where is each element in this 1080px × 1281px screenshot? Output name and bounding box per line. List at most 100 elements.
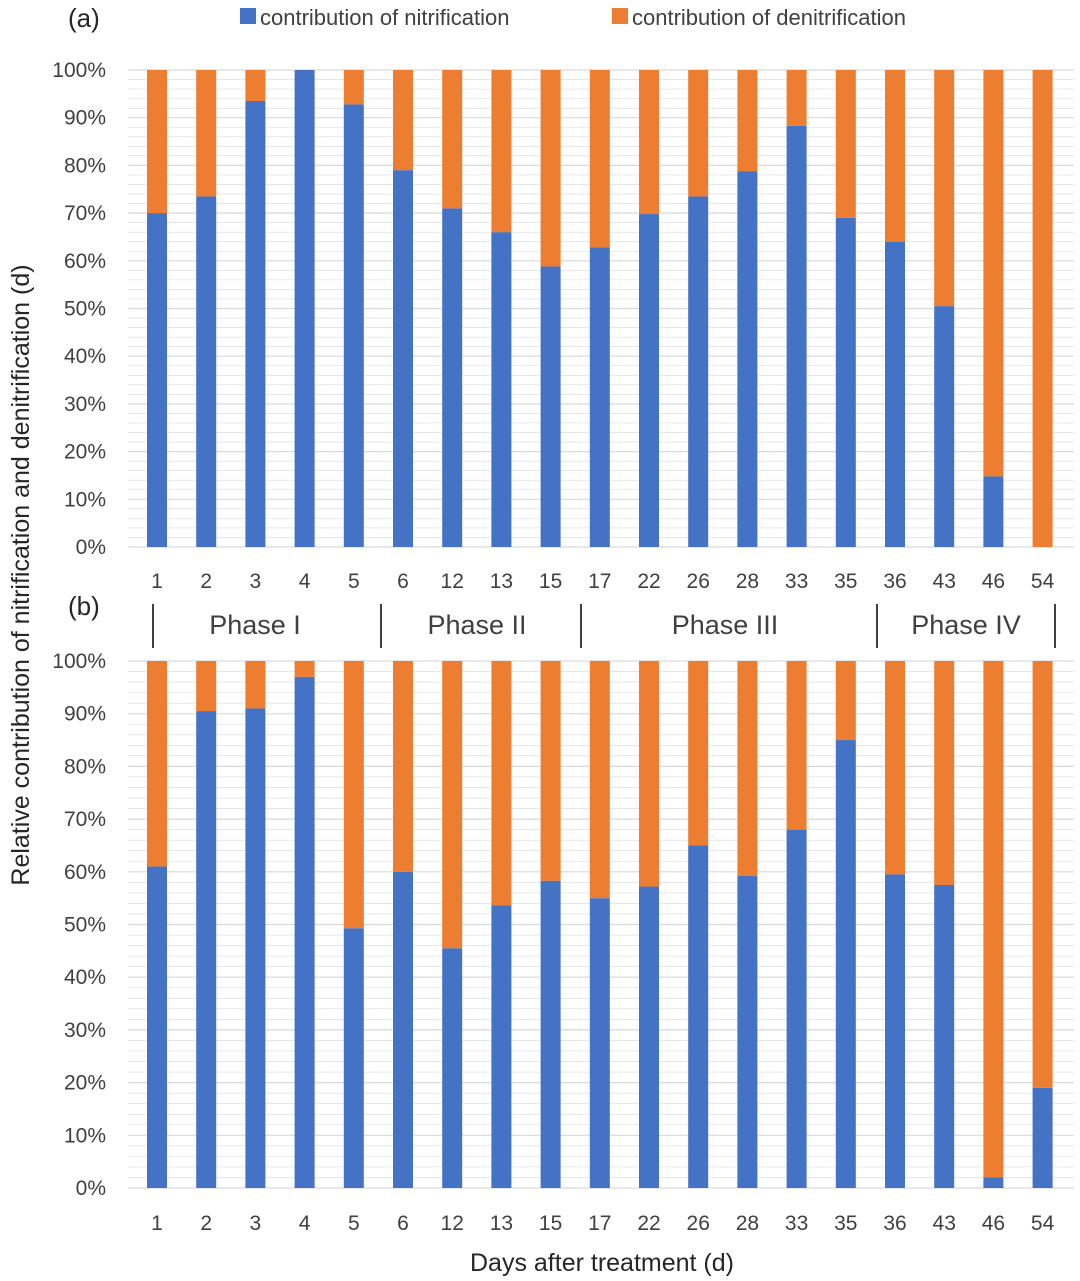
bar-denitrification-36 [885, 661, 905, 875]
bar-denitrification-28 [737, 70, 758, 172]
bar-nitrification-12 [442, 948, 463, 1188]
x-axis-title: Days after treatment (d) [470, 1249, 734, 1277]
y-tick-label: 80% [64, 755, 106, 778]
x-tick-label: 46 [982, 1212, 1005, 1235]
phase-annotations: Phase I Phase II Phase III Phase IV [152, 604, 1056, 648]
y-tick-label: 100% [52, 59, 106, 82]
bar-denitrification-15 [540, 661, 561, 881]
bar-denitrification-17 [589, 70, 610, 248]
bar-denitrification-1 [147, 70, 167, 214]
x-tick-label: 46 [982, 570, 1005, 593]
y-tick-label: 50% [64, 298, 106, 321]
x-tick-label: 5 [348, 1212, 360, 1235]
x-tick-label: 17 [588, 1212, 611, 1235]
x-tick-label: 54 [1031, 570, 1055, 593]
y-tick-label: 90% [64, 107, 106, 130]
bar-nitrification-5 [343, 104, 364, 548]
phase-label: Phase III [672, 610, 779, 640]
bar-denitrification-2 [196, 70, 217, 197]
y-tick-label: 10% [64, 488, 106, 511]
bar-denitrification-22 [639, 70, 659, 215]
y-tick-label: 70% [64, 202, 106, 225]
bar-nitrification-15 [540, 266, 561, 547]
y-axis-title: Relative contribution of nitrification a… [7, 264, 35, 885]
bar-nitrification-36 [885, 241, 905, 547]
x-tick-label: 5 [348, 570, 360, 593]
bar-denitrification-13 [491, 70, 512, 233]
bar-nitrification-17 [589, 247, 610, 547]
bar-nitrification-33 [786, 125, 807, 548]
x-tick-label: 17 [588, 570, 611, 593]
bar-nitrification-54 [1032, 1087, 1053, 1188]
bar-nitrification-22 [639, 214, 659, 547]
y-tick-label: 40% [64, 345, 106, 368]
bar-nitrification-6 [393, 871, 413, 1188]
phase-label: Phase II [427, 610, 526, 640]
x-tick-label: 22 [637, 570, 660, 593]
bar-nitrification-2 [196, 711, 217, 1188]
y-tick-label: 80% [64, 154, 106, 177]
bar-nitrification-36 [885, 874, 905, 1188]
x-tick-label: 15 [539, 1212, 562, 1235]
y-tick-label: 20% [64, 1072, 106, 1095]
legend: contribution of nitrification contributi… [240, 5, 906, 30]
x-tick-label: 15 [539, 570, 562, 593]
x-tick-label: 36 [883, 570, 906, 593]
bar-nitrification-26 [688, 845, 709, 1188]
bar-nitrification-4 [294, 70, 315, 547]
bar-denitrification-4 [294, 661, 315, 677]
bar-denitrification-6 [393, 661, 413, 872]
bar-nitrification-28 [737, 876, 758, 1188]
legend-label-nitrification: contribution of nitrification [260, 5, 509, 30]
bar-nitrification-13 [491, 905, 512, 1188]
phase-label: Phase I [209, 610, 301, 640]
bar-nitrification-28 [737, 171, 758, 547]
bar-denitrification-5 [343, 661, 364, 929]
bar-denitrification-17 [589, 661, 610, 899]
x-tick-label: 13 [490, 570, 513, 593]
x-tick-label: 26 [687, 570, 710, 593]
bar-denitrification-33 [786, 70, 807, 126]
bar-denitrification-43 [934, 70, 955, 307]
bar-denitrification-46 [983, 661, 1004, 1178]
bar-denitrification-33 [786, 661, 807, 830]
bar-denitrification-2 [196, 661, 217, 712]
y-tick-label: 70% [64, 808, 106, 831]
bar-denitrification-46 [983, 70, 1004, 477]
y-tick-label: 90% [64, 703, 106, 726]
y-tick-label: 30% [64, 1019, 106, 1042]
x-tick-label: 13 [490, 1212, 513, 1235]
bar-nitrification-33 [786, 829, 807, 1188]
x-tick-label: 6 [397, 1212, 409, 1235]
bar-nitrification-3 [245, 708, 266, 1188]
bar-nitrification-13 [491, 232, 512, 547]
bar-nitrification-12 [442, 208, 463, 547]
bar-denitrification-15 [540, 70, 561, 267]
phase-label: Phase IV [911, 610, 1021, 640]
bar-denitrification-43 [934, 661, 955, 885]
bar-denitrification-54 [1032, 70, 1053, 547]
bar-nitrification-43 [934, 306, 955, 547]
y-tick-label: 0% [76, 536, 106, 559]
bar-denitrification-22 [639, 661, 659, 887]
bar-nitrification-35 [835, 217, 856, 547]
bar-nitrification-22 [639, 886, 659, 1188]
x-tick-label: 33 [785, 1212, 808, 1235]
bar-nitrification-46 [983, 1177, 1004, 1188]
panel-b-label: (b) [68, 591, 100, 621]
x-tick-label: 12 [441, 570, 464, 593]
bar-nitrification-15 [540, 880, 561, 1188]
x-tick-label: 33 [785, 570, 808, 593]
panel-a-plot: 0%10%20%30%40%50%60%70%80%90%100%1 2 3 4 5 6 1… [52, 59, 1074, 593]
bar-denitrification-13 [491, 661, 512, 906]
x-tick-label: 3 [250, 570, 262, 593]
bar-denitrification-35 [835, 70, 856, 218]
x-tick-label: 3 [250, 1212, 262, 1235]
y-tick-label: 50% [64, 914, 106, 937]
y-tick-label: 40% [64, 966, 106, 989]
x-tick-label: 2 [200, 570, 212, 593]
x-tick-label: 36 [883, 1212, 906, 1235]
y-tick-label: 60% [64, 250, 106, 273]
panel-a-label: (a) [68, 3, 100, 33]
